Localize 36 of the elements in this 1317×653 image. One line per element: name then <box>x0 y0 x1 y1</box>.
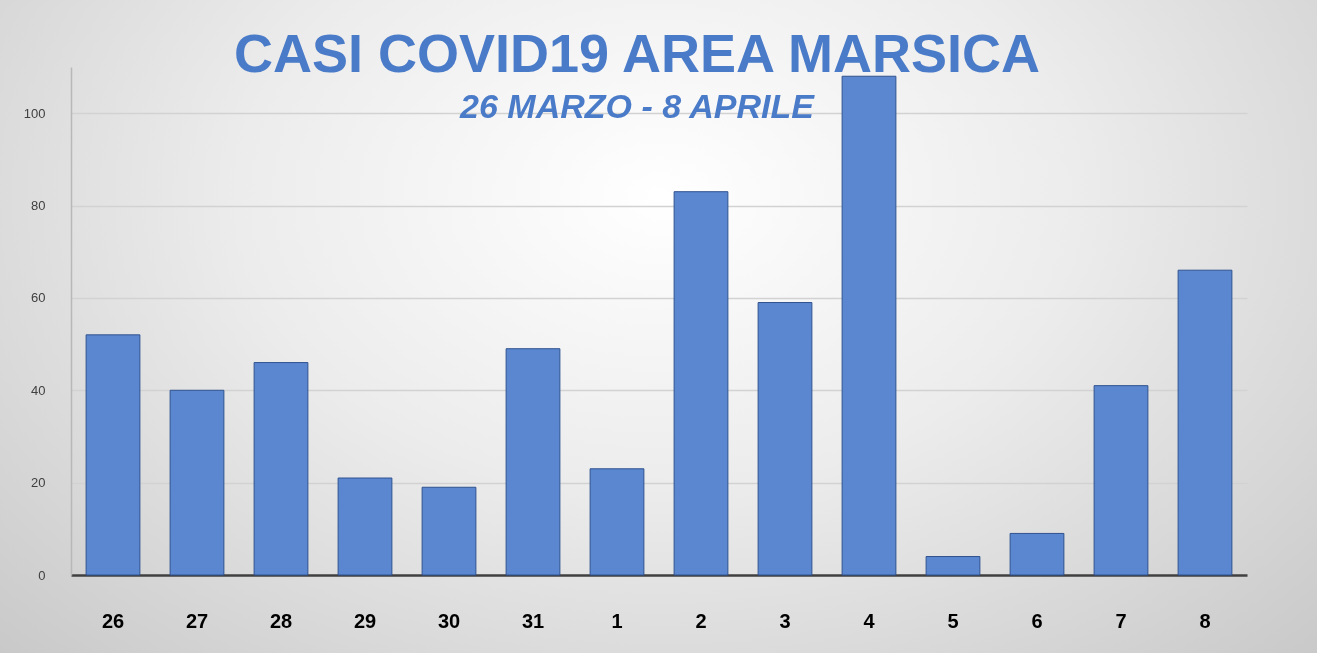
chart-title: CASI COVID19 AREA MARSICA <box>233 23 1041 83</box>
bar <box>1177 269 1233 576</box>
x-tick-label: 26 <box>101 609 125 632</box>
bar <box>841 75 897 576</box>
x-tick-label: 5 <box>947 609 959 632</box>
bar <box>757 302 813 576</box>
bar <box>925 556 981 576</box>
x-tick-label: 28 <box>269 609 293 632</box>
bar <box>1093 385 1149 576</box>
x-tick-label: 1 <box>611 609 623 632</box>
bar <box>253 362 309 576</box>
y-tick-label: 60 <box>31 290 46 306</box>
y-tick-label: 100 <box>23 105 46 121</box>
y-tick-label: 0 <box>38 567 46 583</box>
y-tick-label: 80 <box>31 198 46 214</box>
x-tick-label: 4 <box>863 609 876 632</box>
x-tick-label: 3 <box>779 609 791 632</box>
x-tick-label: 2 <box>695 609 707 632</box>
y-tick-label: 20 <box>31 475 46 491</box>
x-tick-label: 30 <box>437 609 461 632</box>
bar <box>169 389 225 576</box>
bar <box>589 468 645 576</box>
text: 26 MARZO - 8 APRILE <box>459 87 816 125</box>
bar <box>505 348 561 576</box>
y-tick-label: 40 <box>31 382 46 398</box>
bar <box>337 477 393 576</box>
x-tick-label: 7 <box>1115 609 1127 632</box>
x-tick-label: 6 <box>1031 609 1043 632</box>
x-tick-label: 31 <box>521 609 545 632</box>
x-tick-label: 27 <box>185 609 209 632</box>
x-tick-label: 29 <box>353 609 377 632</box>
bar <box>1009 532 1065 576</box>
bar <box>673 191 729 576</box>
bar <box>421 486 477 576</box>
x-tick-label: 8 <box>1199 609 1211 632</box>
bar <box>85 334 141 576</box>
